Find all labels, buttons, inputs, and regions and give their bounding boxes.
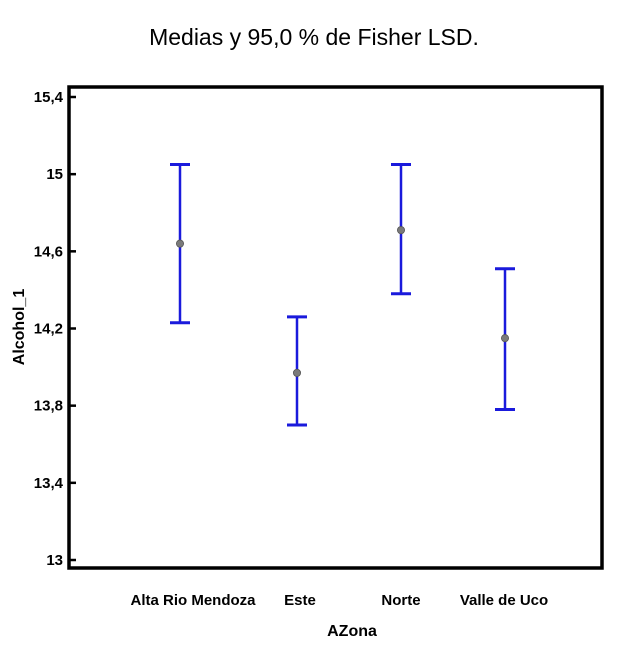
y-tick-label: 14,6	[34, 243, 63, 260]
mean-point	[500, 334, 509, 343]
y-tick-label: 13	[46, 552, 63, 569]
y-tick-label: 15,4	[34, 89, 64, 106]
x-tick-label: Norte	[381, 592, 420, 609]
plot-frame	[67, 85, 604, 570]
error-bars	[170, 163, 515, 427]
y-tick-label: 13,4	[34, 475, 64, 492]
y-axis-label: Alcohol_1	[11, 289, 28, 366]
y-axis-ticks: 13 13,4 13,8 14,2 14,6 15 15,4	[34, 89, 76, 569]
x-axis-label: AZona	[327, 623, 377, 640]
x-axis-tick-labels: Alta Rio Mendoza Este Norte Valle de Uco	[130, 592, 548, 609]
y-tick-label: 13,8	[34, 398, 63, 415]
mean-point	[175, 239, 184, 248]
y-tick-label: 15	[46, 166, 63, 183]
x-tick-label: Alta Rio Mendoza	[130, 592, 256, 609]
x-tick-label: Valle de Uco	[460, 592, 548, 609]
mean-point	[292, 368, 301, 377]
chart-title: Medias y 95,0 % de Fisher LSD.	[149, 24, 479, 50]
y-tick-label: 14,2	[34, 321, 63, 338]
x-tick-label: Este	[284, 592, 316, 609]
mean-point	[396, 226, 405, 235]
